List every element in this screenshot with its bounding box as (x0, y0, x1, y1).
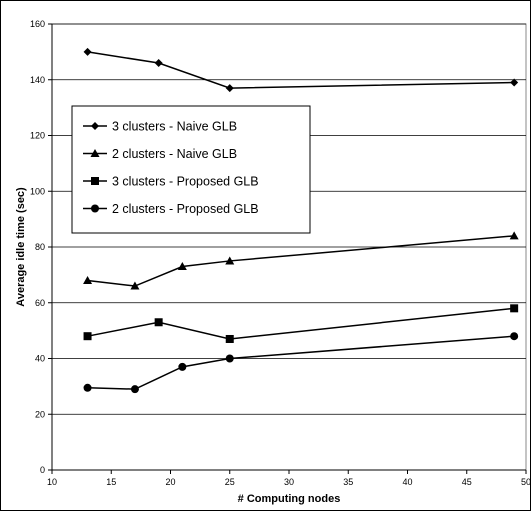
y-tick-label: 160 (30, 19, 45, 29)
series-2-point (509, 231, 519, 240)
series-3-point (83, 332, 92, 341)
legend-label: 3 clusters - Proposed GLB (112, 175, 259, 189)
series-1-point (154, 59, 163, 68)
series-3-point (510, 304, 519, 313)
series-2-point (83, 275, 93, 284)
series-2-point (177, 262, 187, 271)
y-tick-label: 20 (35, 409, 45, 419)
y-axis-title: Average idle time (sec) (15, 187, 27, 307)
x-tick-label: 35 (343, 477, 353, 487)
x-tick-label: 25 (225, 477, 235, 487)
series-4-point (83, 383, 92, 392)
series-1-point (510, 78, 519, 87)
y-tick-label: 140 (30, 75, 45, 85)
y-tick-label: 60 (35, 298, 45, 308)
legend-box (71, 105, 311, 234)
series-1-point (83, 47, 92, 56)
x-tick-label: 30 (284, 477, 294, 487)
legend-label: 3 clusters - Naive GLB (112, 120, 237, 134)
legend-label: 2 clusters - Naive GLB (112, 147, 237, 161)
series-4-point (510, 332, 519, 341)
series-line-3 (87, 307, 515, 340)
x-tick-label: 45 (462, 477, 472, 487)
series-3-point (225, 334, 234, 343)
y-tick-label: 120 (30, 131, 45, 141)
x-tick-label: 40 (402, 477, 412, 487)
legend-marker (91, 204, 99, 213)
series-4-point (225, 354, 234, 363)
y-tick-label: 0 (40, 465, 45, 475)
x-tick-label: 10 (47, 477, 57, 487)
series-3-point (154, 318, 163, 327)
x-tick-label: 15 (106, 477, 116, 487)
legend-marker (91, 122, 99, 130)
series-2-point (225, 256, 235, 265)
x-tick-label: 50 (521, 477, 531, 487)
series-1-point (225, 84, 234, 93)
series-4-point (178, 362, 187, 371)
series-2-point (130, 281, 140, 290)
y-tick-label: 80 (35, 242, 45, 252)
legend-marker (91, 177, 99, 185)
legend-marker (90, 149, 100, 157)
y-tick-label: 100 (30, 186, 45, 196)
series-line-1 (87, 51, 515, 89)
series-4-point (130, 385, 139, 394)
y-tick-label: 40 (35, 354, 45, 364)
x-tick-label: 20 (165, 477, 175, 487)
legend-label: 2 clusters - Proposed GLB (112, 202, 259, 216)
x-axis-title: # Computing nodes (238, 493, 341, 505)
